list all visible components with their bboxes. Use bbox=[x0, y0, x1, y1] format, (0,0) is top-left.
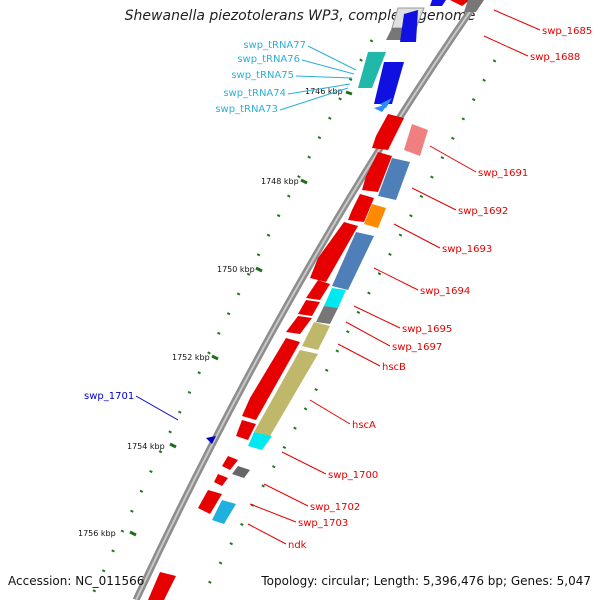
leader-swp-1685 bbox=[493, 9, 541, 31]
gene-swp-1692-blue[interactable] bbox=[378, 158, 410, 200]
gene-red-5[interactable] bbox=[306, 280, 330, 300]
leader-swp-1692 bbox=[411, 187, 457, 211]
leader-swp-1694 bbox=[373, 267, 419, 291]
tick-label-1748: 1748 kbp bbox=[261, 177, 299, 186]
trna-arrow-2[interactable] bbox=[374, 104, 388, 112]
gene-swp-1695-cyan[interactable] bbox=[324, 288, 346, 308]
label-hsca[interactable]: hscA bbox=[352, 420, 376, 431]
label-swp-1697[interactable]: swp_1697 bbox=[392, 342, 442, 353]
gene-red-2[interactable] bbox=[362, 152, 392, 192]
label-swp-1702[interactable]: swp_1702 bbox=[310, 502, 360, 513]
leader-trna74 bbox=[287, 83, 351, 95]
tick-mark-1746 bbox=[345, 90, 353, 96]
gene-hscb-olive[interactable] bbox=[302, 322, 330, 350]
label-trna74[interactable]: swp_tRNA74 bbox=[223, 88, 286, 99]
leader-swp-1688 bbox=[483, 35, 529, 57]
leader-ndk bbox=[247, 523, 287, 545]
gene-swp-1697-gray[interactable] bbox=[316, 306, 338, 324]
gene-red-7[interactable] bbox=[286, 316, 312, 334]
genome-backbone-highlight bbox=[135, 0, 479, 600]
label-swp-1700[interactable]: swp_1700 bbox=[328, 470, 378, 481]
leader-trna73 bbox=[279, 87, 349, 111]
leader-swp-1703 bbox=[249, 503, 297, 523]
leader-trna76 bbox=[301, 59, 355, 75]
trna-cluster-blue[interactable] bbox=[374, 62, 404, 104]
gene-red-10[interactable] bbox=[222, 456, 238, 470]
tick-mark-1748 bbox=[300, 178, 308, 185]
accession-text: Accession: NC_011566 bbox=[8, 574, 145, 588]
leader-hscb bbox=[337, 343, 381, 367]
label-trna73[interactable]: swp_tRNA73 bbox=[215, 104, 278, 115]
label-ndk[interactable]: ndk bbox=[288, 540, 307, 551]
gene-red-12[interactable] bbox=[198, 490, 222, 514]
tick-label-1754: 1754 kbp bbox=[127, 442, 165, 451]
label-trna75[interactable]: swp_tRNA75 bbox=[231, 70, 294, 81]
tick-mark-1754 bbox=[169, 442, 177, 449]
label-swp-1703[interactable]: swp_1703 bbox=[298, 518, 348, 529]
gene-red-3[interactable] bbox=[348, 194, 374, 222]
label-swp-1692[interactable]: swp_1692 bbox=[458, 206, 508, 217]
label-swp-1701[interactable]: swp_1701 bbox=[84, 391, 134, 402]
gene-swp-1694-blue[interactable] bbox=[332, 232, 374, 290]
leader-swp-1695 bbox=[353, 305, 401, 329]
tick-mark-1756 bbox=[129, 530, 137, 537]
label-hscb[interactable]: hscB bbox=[382, 362, 406, 373]
gene-red-1[interactable] bbox=[372, 114, 404, 150]
leader-swp-1691 bbox=[429, 145, 477, 173]
tick-label-1750: 1750 kbp bbox=[217, 265, 255, 274]
feature-top-gray-3[interactable] bbox=[464, 0, 484, 12]
gene-swp-1700-cyan[interactable] bbox=[248, 432, 272, 450]
gene-red-11[interactable] bbox=[214, 474, 228, 486]
leader-swp-1701 bbox=[135, 395, 179, 421]
leader-swp-1702 bbox=[263, 483, 309, 507]
label-swp-1693[interactable]: swp_1693 bbox=[442, 244, 492, 255]
tick-dots-outer bbox=[198, 59, 497, 600]
feature-top-blue[interactable] bbox=[400, 10, 418, 42]
map-title: Shewanella piezotolerans WP3, complete g… bbox=[124, 8, 476, 24]
tick-mark-1752 bbox=[211, 354, 219, 361]
gene-swp-1703-cyan[interactable] bbox=[212, 500, 236, 524]
label-trna77[interactable]: swp_tRNA77 bbox=[243, 40, 306, 51]
feature-top-red[interactable] bbox=[450, 0, 470, 6]
trna-cluster-cyan[interactable] bbox=[358, 52, 386, 88]
gene-red-13[interactable] bbox=[148, 572, 176, 600]
label-swp-1685[interactable]: swp_1685 bbox=[542, 26, 592, 37]
gene-swp-1693-orange[interactable] bbox=[364, 204, 386, 228]
gene-hsca-olive[interactable] bbox=[254, 350, 318, 436]
label-swp-1695[interactable]: swp_1695 bbox=[402, 324, 452, 335]
leader-swp-1700 bbox=[281, 451, 327, 475]
tick-label-1752: 1752 kbp bbox=[172, 353, 210, 362]
tick-label-1746: 1746 kbp bbox=[305, 87, 343, 96]
label-swp-1691[interactable]: swp_1691 bbox=[478, 168, 528, 179]
leader-hsca bbox=[309, 399, 351, 425]
label-swp-1688[interactable]: swp_1688 bbox=[530, 52, 580, 63]
gene-swp-1701-blue[interactable] bbox=[206, 436, 216, 444]
label-swp-1694[interactable]: swp_1694 bbox=[420, 286, 470, 297]
tick-label-1756: 1756 kbp bbox=[78, 529, 116, 538]
label-trna76[interactable]: swp_tRNA76 bbox=[237, 54, 300, 65]
leader-trna75 bbox=[295, 75, 353, 79]
tick-mark-1750 bbox=[255, 266, 263, 273]
gene-red-9[interactable] bbox=[236, 420, 256, 440]
major-ticks bbox=[129, 90, 353, 537]
gene-red-4[interactable] bbox=[310, 222, 358, 282]
gene-swp-1702-gray[interactable] bbox=[232, 466, 250, 478]
leader-swp-1697 bbox=[345, 321, 391, 347]
genome-summary-text: Topology: circular; Length: 5,396,476 bp… bbox=[261, 574, 591, 588]
leader-swp-1693 bbox=[393, 223, 441, 249]
feature-top-blue-2[interactable] bbox=[430, 0, 446, 6]
gene-red-6[interactable] bbox=[298, 300, 320, 316]
gene-red-8[interactable] bbox=[242, 338, 300, 420]
gene-swp-1691-pink[interactable] bbox=[404, 124, 428, 156]
leader-trna77 bbox=[307, 45, 357, 71]
